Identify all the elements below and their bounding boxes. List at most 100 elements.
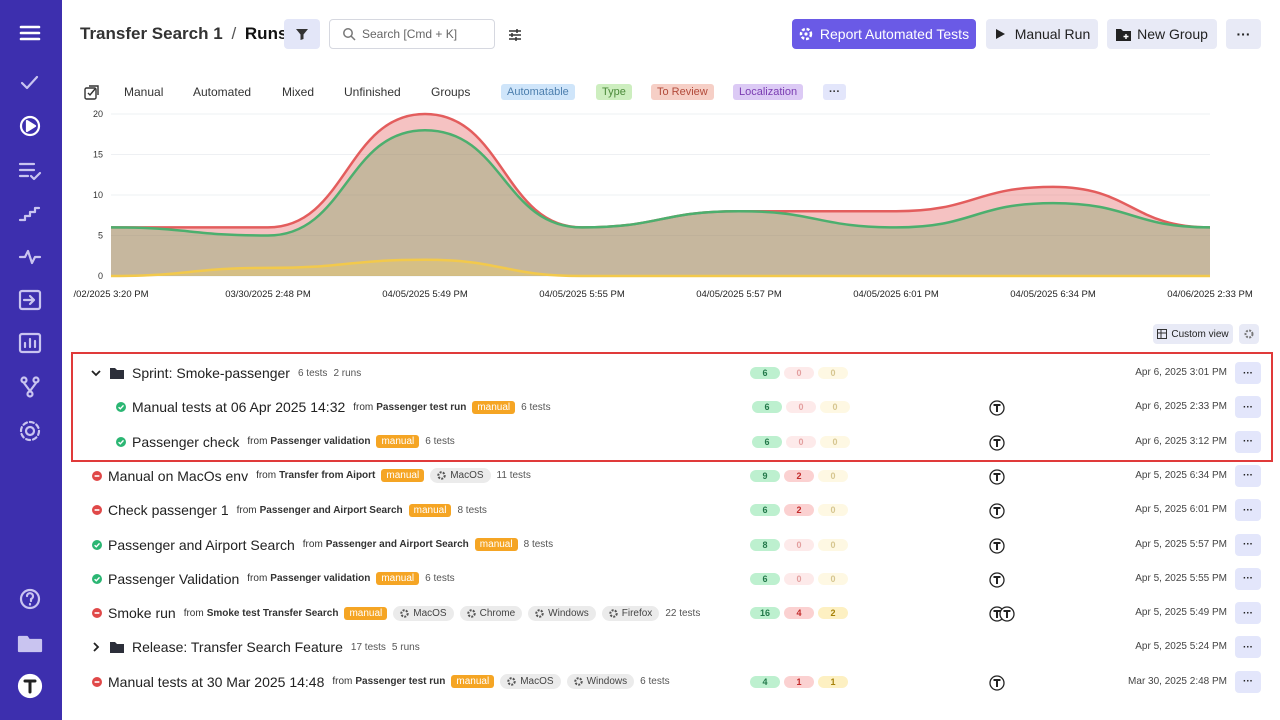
- test-count: 11 tests: [497, 470, 531, 481]
- status-count: 0: [818, 470, 848, 482]
- source-name: Transfer from Aiport: [279, 470, 375, 481]
- search-placeholder: Search [Cmd + K]: [362, 27, 457, 41]
- x-tick-label: 04/05/2025 5:57 PM: [696, 289, 782, 300]
- gear-icon: [400, 609, 409, 618]
- assignee-avatars: [989, 503, 1019, 519]
- y-tick-label: 10: [93, 190, 103, 200]
- tab[interactable]: Mixed: [282, 85, 314, 99]
- run-name[interactable]: Release: Transfer Search Feature: [132, 639, 343, 655]
- environment-chip: Chrome: [460, 606, 523, 621]
- gear-icon: [1244, 329, 1254, 339]
- row-content: Smoke run fromSmoke test Transfer Search m…: [108, 596, 700, 630]
- label-chip[interactable]: Type: [596, 84, 632, 100]
- row-more-button[interactable]: ···: [1235, 534, 1261, 556]
- label-more[interactable]: ···: [823, 84, 846, 100]
- environment-chip: Windows: [567, 674, 635, 689]
- select-icon[interactable]: [84, 85, 99, 100]
- report-label: Report Automated Tests: [820, 26, 969, 42]
- row-more-button[interactable]: ···: [1235, 568, 1261, 590]
- y-tick-label: 20: [93, 109, 103, 119]
- filter-button[interactable]: [284, 19, 320, 49]
- tab[interactable]: Unfinished: [344, 85, 401, 99]
- label-chip[interactable]: Automatable: [501, 84, 575, 100]
- gear-icon: [467, 609, 476, 618]
- run-name[interactable]: Manual tests at 30 Mar 2025 14:48: [108, 674, 324, 690]
- row-more-button[interactable]: ···: [1235, 465, 1261, 487]
- settings-icon[interactable]: [507, 27, 523, 43]
- gear-icon: [574, 677, 583, 686]
- x-tick-label: 04/05/2025 6:01 PM: [853, 289, 939, 300]
- source: fromPassenger validation: [247, 573, 370, 584]
- row-more-button[interactable]: ···: [1235, 602, 1261, 624]
- tag: manual: [344, 607, 387, 620]
- source-name: Passenger and Airport Search: [326, 539, 469, 550]
- manual-run-button[interactable]: Manual Run: [986, 19, 1098, 49]
- gear-icon: [609, 609, 618, 618]
- row-more-button[interactable]: ···: [1235, 636, 1261, 658]
- play-icon: [994, 28, 1006, 40]
- row-more-button[interactable]: ···: [1235, 499, 1261, 521]
- row-content: Manual on MacOs env fromTransfer from Aip…: [108, 459, 531, 493]
- run-name[interactable]: Passenger Validation: [108, 571, 239, 587]
- environment-chip: Windows: [528, 606, 596, 621]
- row-more-button[interactable]: ···: [1235, 671, 1261, 693]
- label-chip[interactable]: To Review: [651, 84, 714, 100]
- chevron[interactable]: [91, 642, 101, 652]
- x-tick-label: 04/05/2025 5:49 PM: [382, 289, 468, 300]
- view-settings-button[interactable]: [1239, 324, 1259, 344]
- environment-name: Chrome: [480, 608, 516, 619]
- tab[interactable]: Groups: [431, 85, 470, 99]
- table-icon: [1157, 329, 1167, 339]
- x-tick-label: 03/30/2025 2:48 PM: [225, 289, 311, 300]
- run-name[interactable]: Manual on MacOs env: [108, 468, 248, 484]
- status-count: 9: [750, 470, 780, 482]
- row-content: Release: Transfer Search Feature 17 tests…: [132, 630, 420, 664]
- from-word: from: [247, 573, 267, 584]
- search-icon: [342, 27, 356, 41]
- status-count: 6: [750, 504, 780, 516]
- source-name: Passenger validation: [270, 573, 370, 584]
- project-name[interactable]: Transfer Search 1: [80, 24, 223, 43]
- run-row: Passenger Validation fromPassenger valida…: [62, 562, 1280, 596]
- new-group-label: New Group: [1137, 26, 1208, 42]
- tag: manual: [381, 469, 424, 482]
- new-group-button[interactable]: New Group: [1107, 19, 1217, 49]
- environment-chip: MacOS: [430, 468, 490, 483]
- status-count: 0: [784, 573, 814, 585]
- source: fromPassenger test run: [332, 676, 445, 687]
- test-count: 17 tests: [351, 642, 386, 653]
- tab[interactable]: Automated: [193, 85, 251, 99]
- y-tick-label: 0: [98, 271, 103, 281]
- run-date: Apr 5, 2025 6:01 PM: [1135, 504, 1227, 515]
- custom-view-button[interactable]: Custom view: [1153, 324, 1233, 344]
- tab[interactable]: Manual: [124, 85, 163, 99]
- report-button[interactable]: Report Automated Tests: [792, 19, 976, 49]
- status-icon: [92, 574, 102, 584]
- environment-name: Windows: [548, 608, 589, 619]
- y-tick-label: 5: [98, 231, 103, 241]
- status-icon: [92, 471, 102, 481]
- run-name[interactable]: Check passenger 1: [108, 502, 229, 518]
- status-count: 8: [750, 539, 780, 551]
- label-chip[interactable]: Localization: [733, 84, 803, 100]
- row-content: Passenger Validation fromPassenger valida…: [108, 562, 455, 596]
- from-word: from: [184, 608, 204, 619]
- status-icon: [92, 677, 102, 687]
- page-title: Runs: [245, 24, 288, 43]
- run-name[interactable]: Passenger and Airport Search: [108, 537, 295, 553]
- run-name[interactable]: Smoke run: [108, 605, 176, 621]
- manual-run-label: Manual Run: [1015, 26, 1091, 42]
- source: fromPassenger and Airport Search: [237, 505, 403, 516]
- test-count: 22 tests: [665, 608, 700, 619]
- status-count: 1: [784, 676, 814, 688]
- x-tick-label: 04/05/2025 6:34 PM: [1010, 289, 1096, 300]
- x-tick-label: /02/2025 3:20 PM: [74, 289, 149, 300]
- search-input[interactable]: Search [Cmd + K]: [329, 19, 495, 49]
- sidebar: [0, 0, 62, 720]
- more-button[interactable]: ···: [1226, 19, 1261, 49]
- source: fromTransfer from Aiport: [256, 470, 375, 481]
- run-date: Apr 5, 2025 5:24 PM: [1135, 641, 1227, 652]
- run-row: Manual on MacOs env fromTransfer from Aip…: [62, 459, 1280, 493]
- source: fromSmoke test Transfer Search: [184, 608, 339, 619]
- test-count: 6 tests: [425, 573, 454, 584]
